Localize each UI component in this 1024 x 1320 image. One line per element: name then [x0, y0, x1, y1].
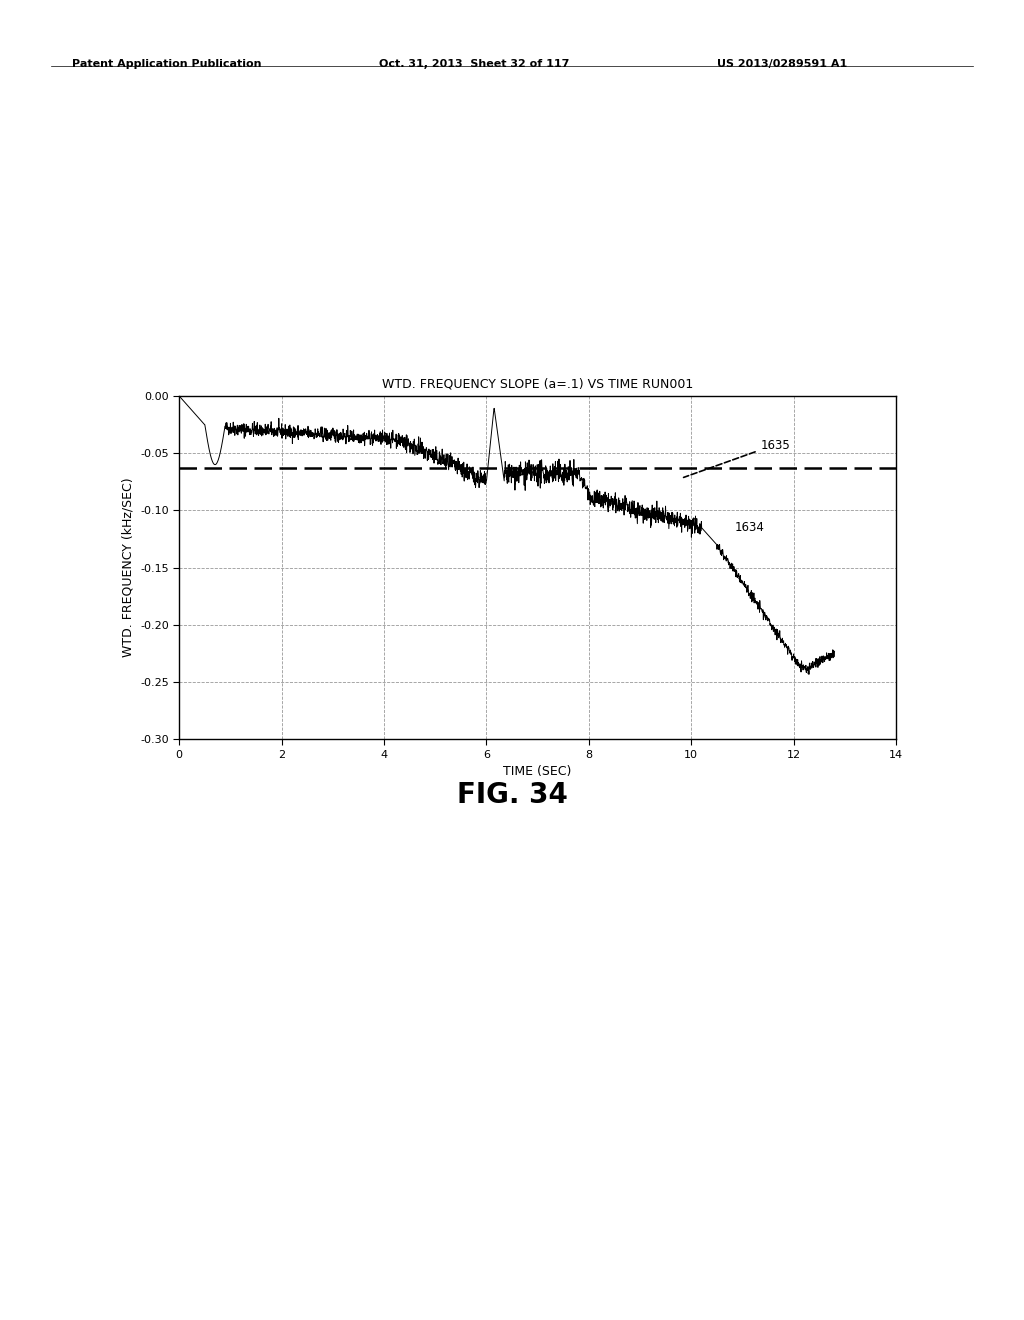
- Text: Patent Application Publication: Patent Application Publication: [72, 59, 261, 70]
- Title: WTD. FREQUENCY SLOPE (a=.1) VS TIME RUN001: WTD. FREQUENCY SLOPE (a=.1) VS TIME RUN0…: [382, 378, 693, 391]
- Text: Oct. 31, 2013  Sheet 32 of 117: Oct. 31, 2013 Sheet 32 of 117: [379, 59, 569, 70]
- X-axis label: TIME (SEC): TIME (SEC): [504, 766, 571, 779]
- Text: FIG. 34: FIG. 34: [457, 781, 567, 809]
- Y-axis label: WTD. FREQUENCY (kHz/SEC): WTD. FREQUENCY (kHz/SEC): [122, 478, 134, 657]
- Text: 1634: 1634: [735, 521, 765, 535]
- Text: 1635: 1635: [760, 438, 791, 451]
- Text: US 2013/0289591 A1: US 2013/0289591 A1: [717, 59, 847, 70]
